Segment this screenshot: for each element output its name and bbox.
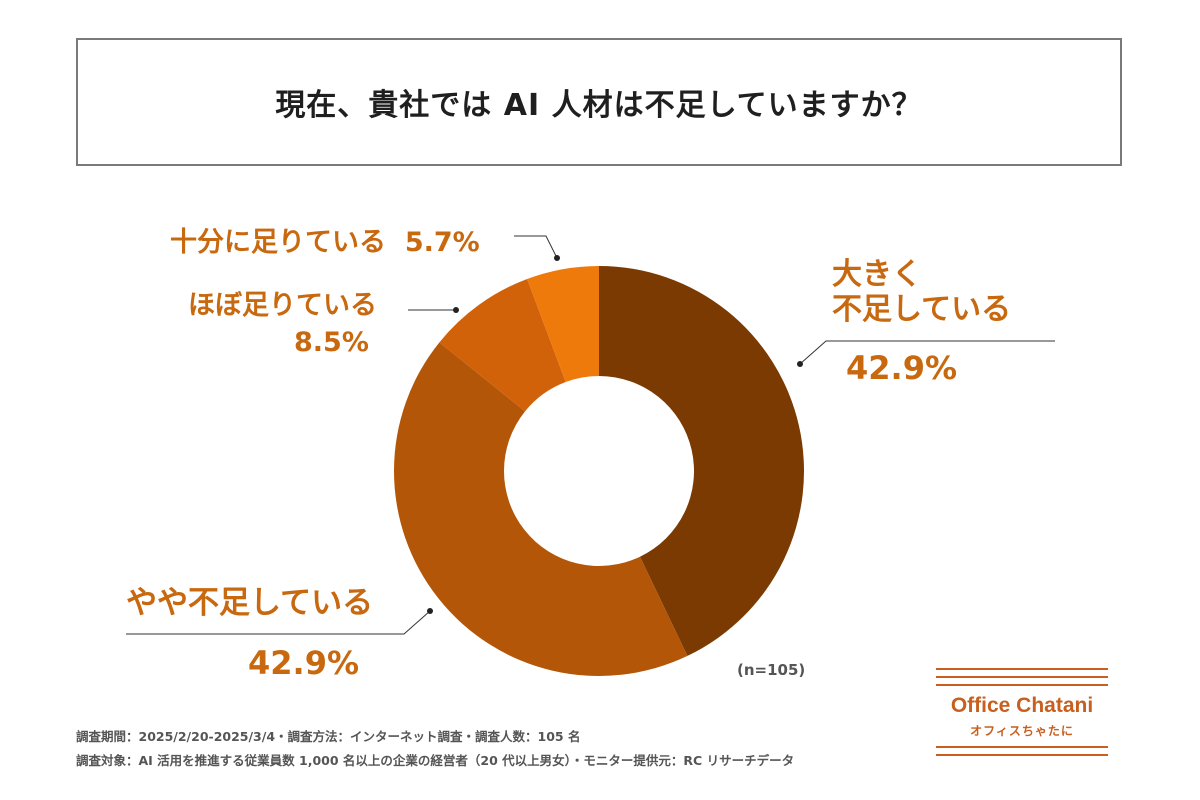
label-big-shortage-line2: 不足している bbox=[832, 291, 1012, 327]
leader-big-shortage bbox=[799, 340, 1055, 365]
label-fully-sufficient: 十分に足りている 5.7% bbox=[170, 227, 480, 258]
label-big-shortage: 大きく 不足している bbox=[832, 257, 1012, 327]
leader-somewhat-shortage bbox=[126, 610, 431, 635]
logo-rule bbox=[936, 684, 1108, 686]
logo-rule bbox=[936, 676, 1108, 678]
logo-name: Office Chatani bbox=[950, 694, 1094, 717]
leader-mostly-sufficient-dot bbox=[453, 307, 459, 313]
logo-rule bbox=[936, 668, 1108, 670]
chart-title: 現在、貴社では AI 人材は不足していますか？ bbox=[275, 88, 923, 123]
logo-kana: オフィスちゃたに bbox=[970, 724, 1074, 738]
value-somewhat-shortage: 42.9% bbox=[248, 644, 360, 682]
label-big-shortage-line1: 大きく bbox=[832, 257, 922, 292]
footnote-survey-target: 調査対象：AI 活用を推進する従業員数 1,000 名以上の企業の経営者（20 … bbox=[76, 753, 795, 768]
value-fully-sufficient: 5.7% bbox=[404, 227, 480, 258]
logo-rule bbox=[936, 746, 1108, 748]
logo-rule bbox=[936, 754, 1108, 756]
leader-fully-sufficient-dot bbox=[554, 255, 560, 261]
leader-big-shortage-dot bbox=[797, 361, 803, 367]
office-chatani-logo: Office Chatani オフィスちゃたに bbox=[936, 664, 1108, 764]
value-mostly-sufficient: 8.5% bbox=[294, 327, 369, 358]
slice-somewhat-shortage bbox=[394, 342, 688, 676]
label-mostly-sufficient: ほぼ足りている bbox=[188, 290, 377, 321]
value-big-shortage: 42.9% bbox=[846, 349, 958, 387]
label-somewhat-shortage: やや不足している bbox=[126, 585, 374, 621]
slice-fully-sufficient bbox=[527, 266, 599, 383]
sample-size-note: (n=105) bbox=[737, 661, 806, 679]
leader-somewhat-shortage-dot bbox=[427, 608, 433, 614]
label-fully-sufficient-text: 十分に足りている bbox=[170, 227, 386, 258]
leader-fully-sufficient bbox=[514, 235, 558, 259]
slice-mostly-sufficient bbox=[439, 279, 566, 412]
footnote-survey-period: 調査期間：2025/2/20-2025/3/4・調査方法：インターネット調査・調… bbox=[76, 729, 581, 744]
title-box: 現在、貴社では AI 人材は不足していますか？ bbox=[76, 38, 1122, 166]
slice-big-shortage bbox=[599, 266, 804, 656]
